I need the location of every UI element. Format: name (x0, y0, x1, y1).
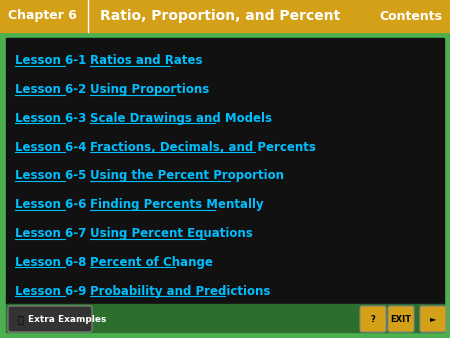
Text: Using Percent Equations: Using Percent Equations (90, 227, 253, 240)
Text: ?: ? (371, 314, 375, 323)
Text: Lesson 6-6: Lesson 6-6 (15, 198, 86, 211)
Text: ►: ► (430, 314, 436, 323)
Text: Probability and Predictions: Probability and Predictions (90, 285, 270, 297)
Text: Finding Percents Mentally: Finding Percents Mentally (90, 198, 264, 211)
FancyBboxPatch shape (420, 306, 446, 332)
Bar (0, 0, 450, 32)
Text: Using the Percent Proportion: Using the Percent Proportion (90, 169, 284, 183)
Text: Ratio, Proportion, and Percent: Ratio, Proportion, and Percent (100, 9, 340, 23)
Bar (6, 38, 444, 304)
Text: Lesson 6-1: Lesson 6-1 (15, 54, 86, 67)
FancyBboxPatch shape (360, 306, 386, 332)
Text: Lesson 6-5: Lesson 6-5 (15, 169, 86, 183)
Text: Lesson 6-2: Lesson 6-2 (15, 83, 86, 96)
Text: Contents: Contents (379, 9, 442, 23)
Text: Fractions, Decimals, and Percents: Fractions, Decimals, and Percents (90, 141, 316, 154)
Text: Extra Examples: Extra Examples (28, 314, 106, 323)
FancyBboxPatch shape (8, 306, 92, 332)
Text: Ratios and Rates: Ratios and Rates (90, 54, 202, 67)
Text: Lesson 6-8: Lesson 6-8 (15, 256, 86, 269)
Text: Lesson 6-7: Lesson 6-7 (15, 227, 86, 240)
Text: Chapter 6: Chapter 6 (8, 9, 77, 23)
Text: EXIT: EXIT (391, 314, 411, 323)
Bar (6, 304, 444, 332)
Text: Lesson 6-3: Lesson 6-3 (15, 112, 86, 125)
Text: Scale Drawings and Models: Scale Drawings and Models (90, 112, 272, 125)
Text: Using Proportions: Using Proportions (90, 83, 209, 96)
Text: Lesson 6-9: Lesson 6-9 (15, 285, 86, 297)
FancyBboxPatch shape (388, 306, 414, 332)
Text: Percent of Change: Percent of Change (90, 256, 213, 269)
Text: 📋: 📋 (18, 314, 24, 324)
Text: Lesson 6-4: Lesson 6-4 (15, 141, 86, 154)
